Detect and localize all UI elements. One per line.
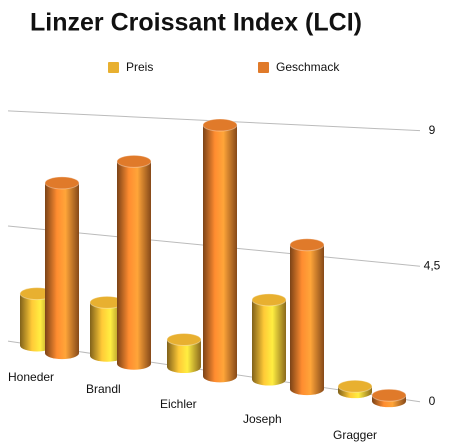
bar-top	[289, 238, 325, 252]
bar-top	[202, 118, 238, 132]
bar	[117, 161, 151, 364]
bar-top	[44, 176, 80, 190]
x-tick-label: Brandl	[86, 382, 121, 396]
y-tick-label: 0	[429, 394, 436, 408]
x-tick-label: Honeder	[8, 370, 54, 384]
legend-swatch	[108, 62, 119, 73]
bar	[203, 125, 237, 377]
bar-top	[251, 293, 287, 307]
bar-top	[371, 388, 407, 402]
legend-label: Geschmack	[276, 60, 340, 74]
x-tick-label: Gragger	[333, 428, 377, 442]
y-tick-label: 9	[429, 123, 436, 137]
y-tick-label: 4,5	[424, 258, 441, 272]
bar-top	[337, 379, 373, 393]
bar-top	[116, 154, 152, 168]
bar-top	[166, 333, 202, 347]
chart-title: Linzer Croissant Index (LCI)	[30, 9, 362, 37]
legend-swatch	[258, 62, 269, 73]
bar	[45, 182, 79, 354]
x-tick-label: Eichler	[160, 397, 197, 411]
bar	[290, 244, 324, 390]
legend-label: Preis	[126, 60, 153, 74]
x-tick-label: Joseph	[243, 412, 282, 426]
bar	[252, 299, 286, 380]
